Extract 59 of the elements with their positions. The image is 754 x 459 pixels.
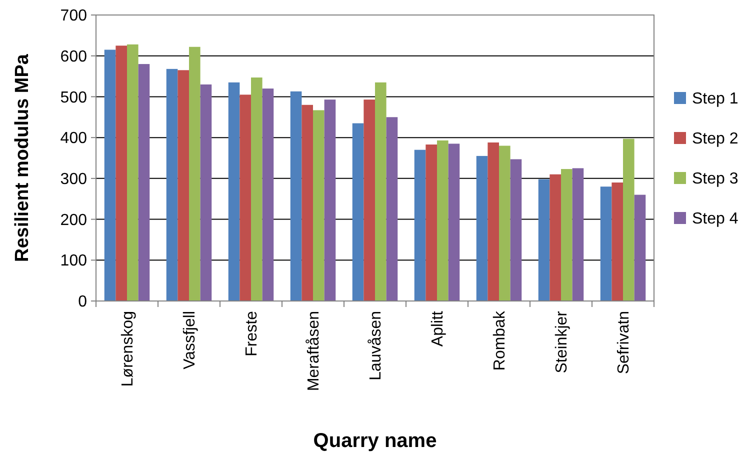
bar — [623, 138, 634, 301]
y-tick-label: 400 — [60, 130, 88, 148]
bar — [499, 146, 510, 301]
bar — [550, 174, 561, 301]
x-tick-label: Rombak — [492, 310, 509, 371]
bar — [488, 142, 499, 301]
bar — [127, 44, 138, 301]
x-tick-label: Aplitt — [430, 310, 447, 347]
x-tick-label: Freste — [244, 310, 261, 356]
y-axis-title: Resilient modulus MPa — [12, 54, 33, 262]
bar — [189, 46, 200, 301]
bar — [437, 140, 448, 301]
bar — [352, 123, 364, 301]
x-tick-label: Lauvåsen — [368, 311, 385, 380]
bar — [324, 100, 336, 301]
bar — [600, 186, 612, 301]
bar — [166, 68, 178, 301]
bar — [116, 46, 127, 301]
x-tick-label: Sefrivatn — [616, 311, 633, 374]
bar — [414, 150, 426, 301]
bar — [448, 144, 460, 301]
bar — [290, 91, 302, 301]
legend-label: Step 3 — [692, 170, 738, 188]
bar — [634, 194, 646, 301]
bar — [572, 168, 584, 301]
x-tick-label: Meraftåsen — [306, 311, 323, 392]
x-axis-title: Quarry name — [313, 430, 437, 452]
bar — [302, 104, 313, 301]
y-tick-label: 100 — [60, 252, 88, 270]
legend-label: Step 4 — [692, 210, 738, 228]
bar — [251, 78, 262, 301]
bar — [375, 82, 386, 301]
bar — [561, 169, 572, 301]
bar — [104, 50, 116, 301]
bar — [178, 70, 189, 301]
bar — [510, 159, 522, 301]
bar — [240, 94, 251, 301]
legend-label: Step 1 — [692, 90, 738, 108]
x-tick-label: Steinkjer — [554, 310, 571, 374]
y-tick-label: 500 — [60, 89, 88, 106]
bar — [364, 100, 375, 301]
bar — [538, 179, 550, 301]
x-tick-label: Lørenskog — [120, 311, 137, 387]
bar — [386, 117, 398, 301]
bar — [200, 84, 212, 301]
y-tick-label: 200 — [60, 212, 88, 229]
y-tick-label: 0 — [78, 294, 88, 311]
bar — [228, 82, 240, 301]
x-tick-label: Vassfjell — [182, 311, 199, 370]
bar — [313, 110, 324, 301]
legend-label: Step 2 — [692, 130, 738, 148]
y-tick-label: 600 — [60, 48, 88, 66]
bar — [262, 88, 274, 301]
bar — [426, 144, 437, 301]
bar — [138, 64, 150, 301]
bar — [612, 182, 623, 301]
y-tick-label: 700 — [60, 8, 88, 25]
y-tick-label: 300 — [60, 171, 88, 188]
bar — [476, 156, 488, 301]
